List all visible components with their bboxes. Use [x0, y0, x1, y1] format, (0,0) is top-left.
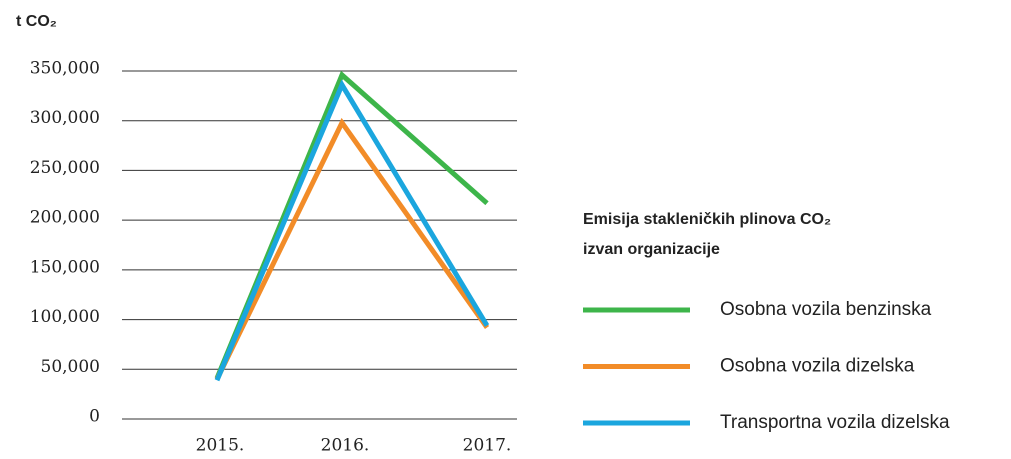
legend-title: izvan organizacije: [583, 241, 720, 258]
series-line: [214, 79, 490, 382]
y-tick-label: 50,000: [41, 357, 100, 377]
y-tick-label: 0: [89, 407, 100, 427]
legend-label: Osobna vozila benzinska: [720, 299, 932, 320]
y-tick-label: 300,000: [30, 108, 100, 128]
legend-label: Transportna vozila dizelska: [720, 412, 950, 433]
x-tick-label: 2015.: [196, 436, 245, 456]
legend-label: Osobna vozila dizelska: [720, 356, 915, 377]
x-tick-label: 2017.: [463, 436, 512, 456]
axis-title: t CO₂: [16, 13, 57, 30]
x-tick-label: 2016.: [321, 436, 370, 456]
y-tick-label: 350,000: [30, 59, 100, 79]
y-tick-label: 150,000: [30, 257, 100, 277]
legend-title: Emisija stakleničkih plinova CO₂: [583, 211, 831, 228]
y-tick-label: 250,000: [30, 158, 100, 178]
y-tick-label: 200,000: [30, 208, 100, 228]
y-tick-label: 100,000: [30, 307, 100, 327]
series-line: [214, 117, 490, 381]
